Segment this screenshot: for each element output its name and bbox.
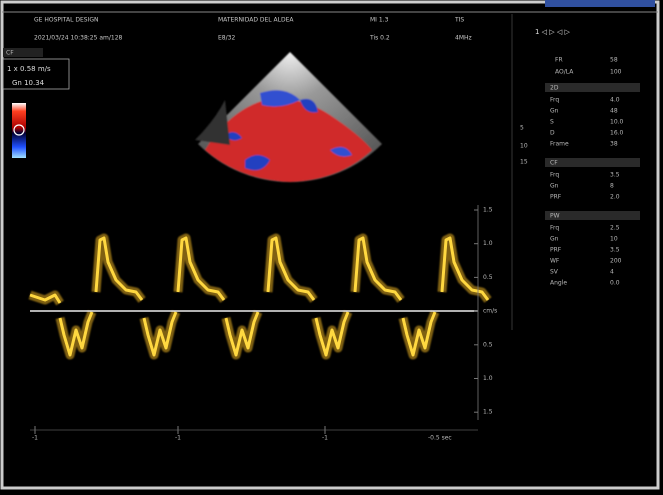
waveform-core [29, 236, 490, 357]
depth-mark: 5 [520, 125, 524, 132]
scale-label: 1.0 [483, 375, 493, 382]
section-header [545, 83, 640, 92]
param-value: 200 [610, 258, 622, 265]
param-label: D [550, 130, 555, 137]
header-text: TIS [454, 17, 464, 24]
param-value: 2.0 [610, 194, 620, 201]
color-flow [330, 146, 352, 157]
param-value: 2.5 [610, 225, 620, 232]
section-header [545, 158, 640, 167]
param-value: 100 [610, 69, 622, 76]
param-label: AO/LA [555, 69, 574, 76]
param-value: 10 [610, 236, 618, 243]
param-label: WF [550, 258, 560, 265]
color-flow [260, 90, 300, 107]
section-title: 2D [550, 85, 559, 92]
time-axis-labels: -1 -1 -1 -0.5 sec [32, 426, 452, 442]
depth-mark: 10 [520, 143, 528, 150]
param-value: 4 [610, 269, 614, 276]
param-label: Gn [550, 108, 559, 115]
scale-label: 1.5 [483, 409, 493, 416]
param-value: 8 [610, 183, 614, 190]
header-text: GE HOSPITAL DESIGN [34, 17, 98, 24]
panel-icons: 1 ◁ ▷ ◁ ▷ [535, 28, 571, 36]
param-label: FR [555, 57, 563, 64]
param-value: 0.0 [610, 280, 620, 287]
param-label: Gn [550, 183, 559, 190]
scale-label: cm/s [483, 308, 497, 315]
header-text: 4MHz [455, 35, 472, 42]
info-box [2, 58, 70, 90]
depth-mark: 15 [520, 159, 528, 166]
param-label: PRF [550, 194, 562, 201]
left-panel: CF 1 x 0.58 m/s Gn 10.34 [2, 48, 70, 158]
header-text: Tis 0.2 [369, 35, 390, 42]
mode-label: CF [6, 50, 14, 57]
scale-label: 1.5 [483, 207, 493, 214]
scale-label: 0.5 [483, 274, 493, 281]
doppler-trace [28, 233, 492, 360]
param-label: SV [550, 269, 559, 276]
header-text: 2021/03/24 10:38:25 am/128 [34, 35, 123, 42]
header-text: MI 1.3 [370, 17, 389, 24]
header-text: E8/32 [218, 35, 235, 42]
param-value: 38 [610, 141, 618, 148]
param-value: 16.0 [610, 130, 624, 137]
param-label: Gn [550, 236, 559, 243]
gain-label: Gn 10.34 [12, 79, 45, 87]
status-bar [545, 0, 655, 7]
doppler-scale: 1.5 1.0 0.5 cm/s 0.5 1.0 1.5 [474, 207, 497, 416]
time-unit: -0.5 sec [428, 435, 452, 442]
scale-label: 1 x 0.58 m/s [7, 65, 51, 73]
param-label: Frq [550, 225, 559, 232]
logo [13, 124, 25, 136]
tissue [195, 100, 230, 145]
section-title: CF [550, 160, 558, 167]
param-value: 48 [610, 108, 618, 115]
param-label: PRF [550, 247, 562, 254]
color-flow [300, 98, 318, 113]
depth-scale: 5 10 15 [520, 125, 528, 166]
section-title: PW [550, 213, 560, 220]
param-label: Frq [550, 172, 559, 179]
param-label: Angle [550, 280, 567, 287]
color-flow [245, 155, 270, 171]
panel-tab [3, 48, 43, 57]
time-label: -1 [322, 435, 328, 442]
param-value: 4.0 [610, 97, 620, 104]
header: GE HOSPITAL DESIGN MATERNIDAD DEL ALDEA … [34, 17, 472, 42]
sector-image [195, 52, 382, 183]
param-label: Frame [550, 141, 569, 148]
param-label: Frq [550, 97, 559, 104]
param-value: 10.0 [610, 119, 624, 126]
time-label: -1 [32, 435, 38, 442]
header-text: MATERNIDAD DEL ALDEA [218, 17, 294, 24]
param-value: 3.5 [610, 247, 620, 254]
scale-label: 1.0 [483, 240, 493, 247]
time-label: -1 [175, 435, 181, 442]
param-value: 3.5 [610, 172, 620, 179]
color-bar [12, 103, 26, 158]
param-label: S [550, 119, 554, 126]
scale-label: 0.5 [483, 341, 493, 348]
param-value: 58 [610, 57, 618, 64]
section-header [545, 211, 640, 220]
